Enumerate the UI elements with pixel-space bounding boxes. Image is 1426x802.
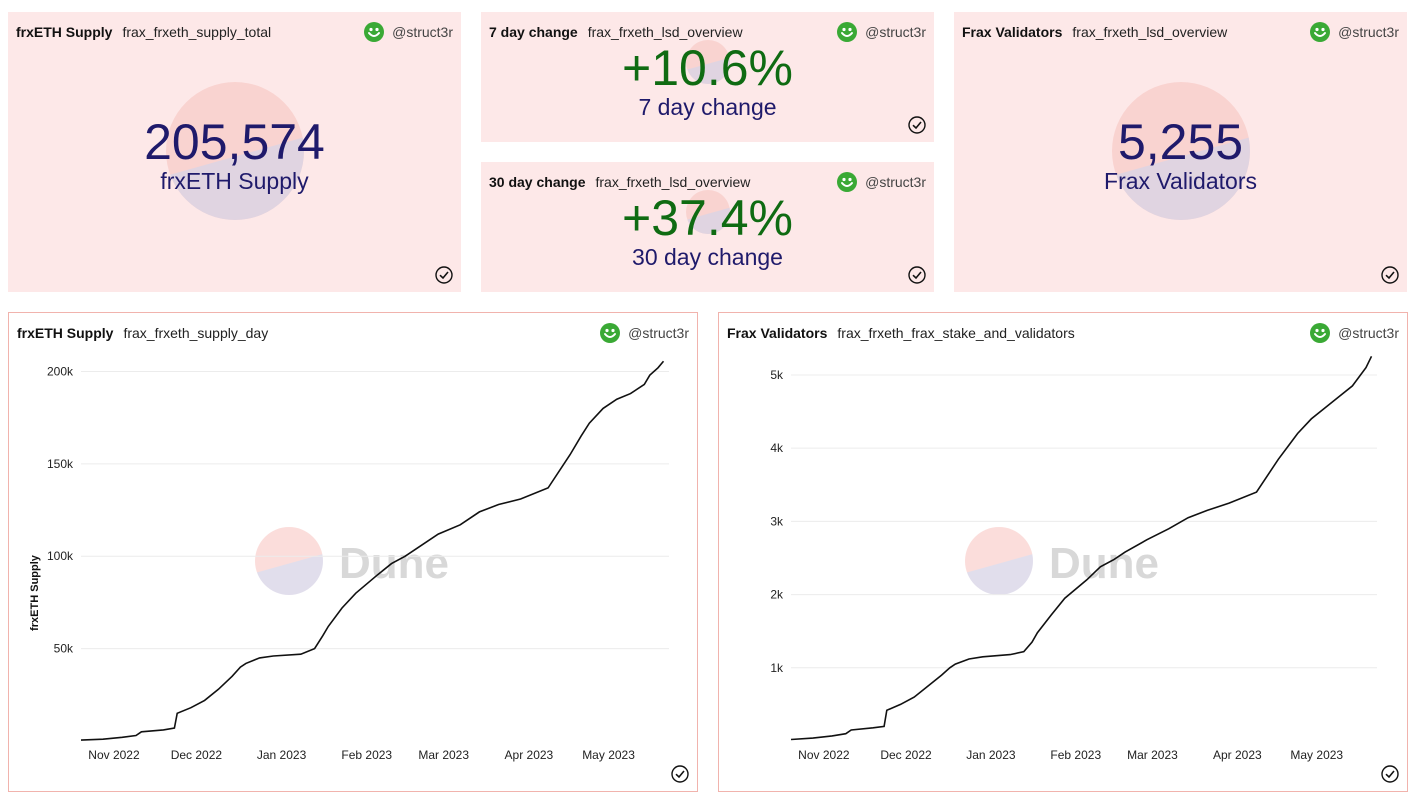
author-link[interactable]: @struct3r xyxy=(600,323,689,343)
query-name-link[interactable]: frax_frxeth_lsd_overview xyxy=(587,24,743,40)
dune-watermark-icon xyxy=(686,40,730,84)
x-tick-label: Apr 2023 xyxy=(1213,748,1262,762)
counter-value: 5,255 xyxy=(1117,114,1244,170)
smiley-avatar-icon xyxy=(1310,22,1331,42)
x-tick-label: Nov 2022 xyxy=(88,748,140,762)
x-tick-label: Jan 2023 xyxy=(966,748,1016,762)
dune-watermark: Dune xyxy=(255,527,449,595)
counter-value: +37.4% xyxy=(622,190,793,246)
y-tick-label: 50k xyxy=(54,642,74,656)
check-circle-icon xyxy=(1381,765,1399,783)
author-name: @struct3r xyxy=(628,325,689,341)
author-link[interactable]: @struct3r xyxy=(837,172,926,192)
card-header: 7 day change frax_frxeth_lsd_overview @s… xyxy=(489,22,926,42)
query-name-link[interactable]: frax_frxeth_lsd_overview xyxy=(1072,24,1228,40)
y-tick-label: 5k xyxy=(770,368,784,382)
dune-watermark-text: Dune xyxy=(1049,539,1159,588)
dune-watermark-icon xyxy=(166,82,304,220)
y-tick-label: 150k xyxy=(47,457,74,471)
counter-value: 205,574 xyxy=(144,114,325,170)
x-tick-label: Feb 2023 xyxy=(341,748,392,762)
query-name-link[interactable]: frax_frxeth_supply_total xyxy=(122,24,272,40)
x-tick-label: Nov 2022 xyxy=(798,748,850,762)
y-tick-label: 200k xyxy=(47,364,74,378)
check-circle-icon xyxy=(435,266,453,284)
counter-card-supply-total: frxETH Supply frax_frxeth_supply_total @… xyxy=(8,12,461,292)
query-name-link[interactable]: frax_frxeth_supply_day xyxy=(123,325,269,341)
counter-label: 7 day change xyxy=(638,94,777,120)
supply-line-chart[interactable]: Dune 50k 100k 150k 200k Nov 2022 Dec 2022 Jan… xyxy=(9,313,697,791)
series-line[interactable] xyxy=(790,355,1373,741)
card-title: 7 day change xyxy=(489,24,578,40)
author-link[interactable]: @struct3r xyxy=(1310,323,1399,343)
x-tick-label: Dec 2022 xyxy=(880,748,932,762)
check-circle-icon xyxy=(908,266,926,284)
author-name: @struct3r xyxy=(865,174,926,190)
smiley-avatar-icon xyxy=(837,22,858,42)
x-tick-label: May 2023 xyxy=(1290,748,1343,762)
counter-card-30-day-change: 30 day change frax_frxeth_lsd_overview @… xyxy=(481,162,934,292)
author-name: @struct3r xyxy=(865,24,926,40)
counter-label: frxETH Supply xyxy=(160,168,309,194)
chart-card-supply-day: frxETH Supply frax_frxeth_supply_day @st… xyxy=(8,312,698,792)
card-title: frxETH Supply xyxy=(17,325,114,341)
y-tick-label: 1k xyxy=(770,661,784,675)
card-header: frxETH Supply frax_frxeth_supply_total @… xyxy=(16,22,453,42)
x-tick-label: Mar 2023 xyxy=(1127,748,1178,762)
dune-watermark-text: Dune xyxy=(339,539,449,588)
validators-line-chart[interactable]: Dune 1k 2k 3k 4k 5k Nov 2022 Dec 2022 Jan 2023… xyxy=(719,313,1407,791)
card-title: 30 day change xyxy=(489,174,586,190)
counter-card-7-day-change: 7 day change frax_frxeth_lsd_overview @s… xyxy=(481,12,934,142)
author-link[interactable]: @struct3r xyxy=(364,22,453,42)
x-tick-label: Apr 2023 xyxy=(505,748,554,762)
card-title: Frax Validators xyxy=(962,24,1063,40)
card-header: 30 day change frax_frxeth_lsd_overview @… xyxy=(489,172,926,192)
check-circle-icon xyxy=(908,116,926,134)
card-header: frxETH Supply frax_frxeth_supply_day @st… xyxy=(17,323,689,343)
check-circle-icon xyxy=(1381,266,1399,284)
y-tick-label: 2k xyxy=(770,588,784,602)
dune-watermark-icon xyxy=(1112,82,1250,220)
author-name: @struct3r xyxy=(392,24,453,40)
author-name: @struct3r xyxy=(1338,325,1399,341)
x-tick-label: Mar 2023 xyxy=(418,748,469,762)
chart-card-validators: Frax Validators frax_frxeth_frax_stake_a… xyxy=(718,312,1408,792)
card-title: Frax Validators xyxy=(727,325,828,341)
check-circle-icon xyxy=(671,765,689,783)
smiley-avatar-icon xyxy=(600,323,621,343)
dune-watermark-icon xyxy=(686,190,730,234)
author-link[interactable]: @struct3r xyxy=(837,22,926,42)
counter-value: +10.6% xyxy=(622,40,793,96)
y-tick-label: 3k xyxy=(770,514,784,528)
dune-watermark: Dune xyxy=(965,527,1159,595)
smiley-avatar-icon xyxy=(837,172,858,192)
query-name-link[interactable]: frax_frxeth_frax_stake_and_validators xyxy=(837,325,1075,341)
counter-label: Frax Validators xyxy=(1104,168,1257,194)
y-tick-label: 4k xyxy=(770,441,784,455)
x-tick-label: May 2023 xyxy=(582,748,635,762)
card-header: Frax Validators frax_frxeth_frax_stake_a… xyxy=(727,323,1399,343)
smiley-avatar-icon xyxy=(364,22,385,42)
x-tick-label: Jan 2023 xyxy=(257,748,307,762)
y-axis-label: frxETH Supply xyxy=(29,554,41,631)
series-line[interactable] xyxy=(80,360,665,741)
smiley-avatar-icon xyxy=(1310,323,1331,343)
x-tick-label: Dec 2022 xyxy=(171,748,223,762)
y-tick-label: 100k xyxy=(47,549,74,563)
query-name-link[interactable]: frax_frxeth_lsd_overview xyxy=(595,174,751,190)
counter-card-validators: Frax Validators frax_frxeth_lsd_overview… xyxy=(954,12,1407,292)
card-header: Frax Validators frax_frxeth_lsd_overview… xyxy=(962,22,1399,42)
author-name: @struct3r xyxy=(1338,24,1399,40)
author-link[interactable]: @struct3r xyxy=(1310,22,1399,42)
x-tick-label: Feb 2023 xyxy=(1050,748,1101,762)
card-title: frxETH Supply xyxy=(16,24,113,40)
counter-label: 30 day change xyxy=(632,244,783,270)
